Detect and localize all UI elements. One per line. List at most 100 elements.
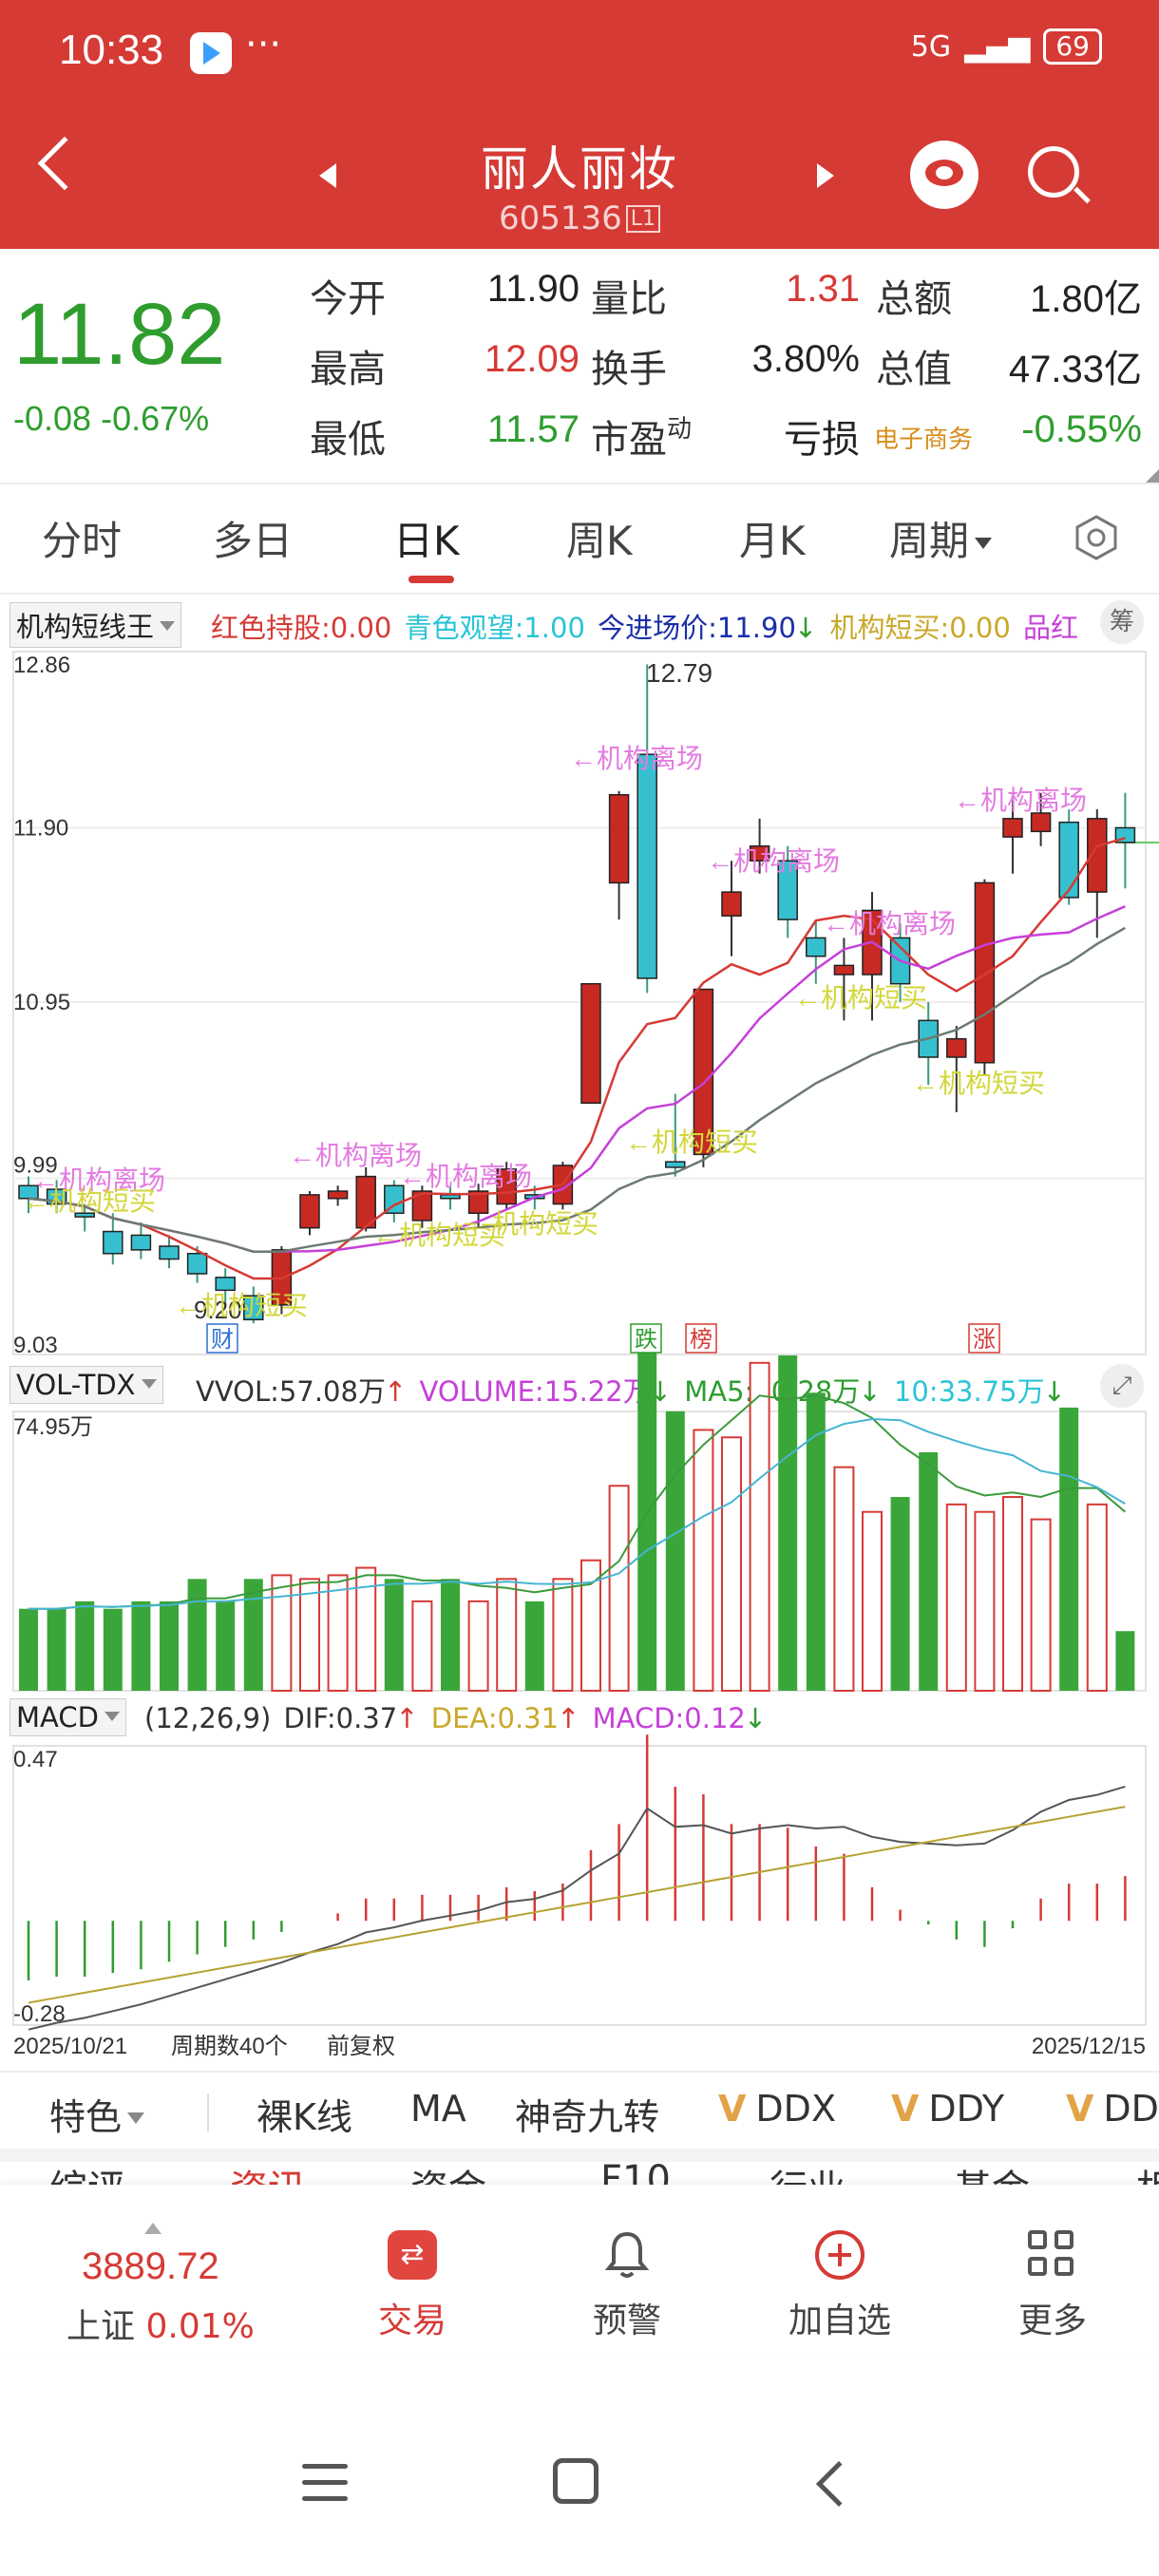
bell-icon — [604, 2231, 650, 2278]
info-tab-industry[interactable]: 行业 — [770, 2158, 846, 2187]
signal-short-buy: ←机构短买 — [466, 1209, 598, 1239]
volume-bar — [216, 1601, 236, 1691]
volume-bar — [1002, 1496, 1023, 1693]
info-tab-f10[interactable]: F10 — [600, 2158, 671, 2187]
expand-corner-icon[interactable] — [1146, 469, 1159, 483]
next-stock-icon[interactable] — [817, 163, 834, 188]
status-dots: ··· — [245, 23, 282, 66]
tab-daily-k[interactable]: 日K — [393, 518, 460, 564]
status-time: 10:33 — [59, 27, 164, 73]
signal-leave: ←机构离场 — [954, 786, 1087, 815]
tag-fall-box — [630, 1323, 662, 1354]
volume-bar — [271, 1574, 293, 1692]
candle-body — [440, 1194, 461, 1200]
system-back-icon[interactable] — [815, 2460, 863, 2508]
index-name[interactable]: 上证 0.01% — [66, 2307, 255, 2346]
battery-icon: 69 — [1043, 28, 1102, 65]
section-gap — [0, 2149, 1159, 2162]
index-value[interactable]: 3889.72 — [82, 2245, 219, 2287]
vol-ratio-label: 量比 — [591, 277, 667, 321]
signal-icon: 5G — [910, 29, 952, 64]
volume-ma-lines — [28, 1394, 1127, 1610]
turnover-label: 换手 — [591, 348, 667, 391]
vol-ratio-value: 1.31 — [786, 268, 860, 310]
info-tab-funds[interactable]: 基金 — [954, 2158, 1030, 2187]
volume-bar — [945, 1503, 967, 1693]
volume-bar — [665, 1411, 685, 1691]
mktcap-label: 总值 — [876, 348, 952, 391]
volume-bar — [160, 1601, 179, 1691]
ma20-line — [28, 926, 1127, 1254]
search-icon[interactable] — [1028, 146, 1079, 198]
volume-bar — [1086, 1503, 1108, 1693]
volume-bar — [187, 1579, 207, 1691]
menu-icon[interactable] — [302, 2464, 348, 2512]
volume-bars — [19, 1336, 1135, 1693]
tab-monthly-k[interactable]: 月K — [739, 518, 806, 564]
candle-body — [946, 1037, 967, 1058]
indicator-selector-volume[interactable]: VOL-TDX — [10, 1366, 163, 1404]
info-tab-news[interactable]: 资讯 — [230, 2158, 306, 2187]
prev-stock-icon[interactable] — [319, 163, 336, 188]
candle-body — [777, 860, 798, 920]
indicator-selector-macd[interactable]: MACD — [10, 1698, 126, 1736]
volume-bar — [441, 1579, 460, 1691]
nav-trade-label: 交易 — [377, 2301, 446, 2340]
candle-body — [833, 964, 855, 975]
sector-label[interactable]: 电子商务 — [874, 426, 974, 454]
stock-code: 605136 L1 — [0, 199, 1159, 237]
candle-body — [243, 1295, 264, 1321]
volume-bar — [19, 1608, 38, 1691]
feature-ma[interactable]: MA — [410, 2088, 466, 2130]
feature-ddy[interactable]: V DDY — [891, 2088, 1005, 2130]
low-value: 11.57 — [486, 408, 580, 450]
info-tab-overview[interactable]: 综评 — [49, 2158, 125, 2187]
feature-bare-k[interactable]: 裸K线 — [256, 2096, 352, 2138]
settings-hex-icon[interactable] — [1072, 513, 1121, 562]
macd-panel-frame — [12, 1745, 1147, 2026]
open-value: 11.90 — [486, 268, 580, 310]
date-end: 2025/12/15 — [1032, 2034, 1146, 2059]
candle-body — [327, 1190, 349, 1200]
index-expand-icon[interactable] — [144, 2223, 162, 2234]
volume-bar — [299, 1578, 320, 1692]
level-badge: L1 — [625, 205, 661, 233]
wifi-icon: ▂▄▆ — [964, 29, 1031, 64]
tab-period[interactable]: 周期 — [889, 509, 993, 567]
indicator-values-macd: (12,26,9) DIF:0.37↑ DEA:0.31↑ MACD:0.12↓ — [144, 1702, 768, 1734]
tab-intraday[interactable]: 分时 — [42, 518, 123, 564]
info-tab-related[interactable]: 相 — [1136, 2158, 1159, 2187]
adjust-mode: 前复权 — [327, 2034, 395, 2059]
macd-bottom-label: -0.28 — [13, 2001, 66, 2027]
volume-bar — [890, 1497, 910, 1691]
candle-body — [636, 753, 657, 979]
tag-earnings-box — [206, 1323, 238, 1354]
info-tab-fund[interactable]: 资金 — [410, 2158, 486, 2187]
info-tabs-row: 综评 资讯 资金 F10 行业 基金 相 — [0, 2158, 1159, 2187]
volume-bar — [1059, 1407, 1079, 1691]
indicator-selector-main[interactable]: 机构短线王 — [10, 602, 182, 648]
tag-fall: 跌 — [635, 1327, 657, 1353]
active-tab-indicator — [408, 576, 454, 583]
mascot-icon[interactable] — [910, 141, 978, 209]
candle-body — [467, 1190, 489, 1214]
fullscreen-icon[interactable]: ⤢ — [1100, 1364, 1144, 1408]
feature-special[interactable]: 特色 — [49, 2088, 145, 2140]
price-change: -0.08 -0.67% — [13, 399, 210, 438]
tab-multiday[interactable]: 多日 — [213, 518, 294, 564]
volume-bar — [243, 1579, 263, 1691]
signal-leave: ←机构离场 — [707, 846, 840, 876]
candle-body — [159, 1245, 180, 1260]
date-start: 2025/10/21 — [13, 2034, 127, 2059]
tab-weekly-k[interactable]: 周K — [566, 518, 633, 564]
home-icon[interactable] — [553, 2458, 598, 2504]
signal-short-buy: ←机构短买 — [794, 983, 927, 1013]
grid-icon — [1028, 2230, 1077, 2280]
signal-leave: ←机构离场 — [289, 1141, 422, 1170]
feature-magic-nine[interactable]: 神奇九转 — [515, 2096, 660, 2138]
chips-button[interactable]: 筹 — [1100, 600, 1144, 644]
candle-body — [18, 1184, 39, 1200]
feature-ddx[interactable]: V DDX — [718, 2088, 836, 2130]
feature-dd[interactable]: V DD — [1066, 2088, 1159, 2130]
